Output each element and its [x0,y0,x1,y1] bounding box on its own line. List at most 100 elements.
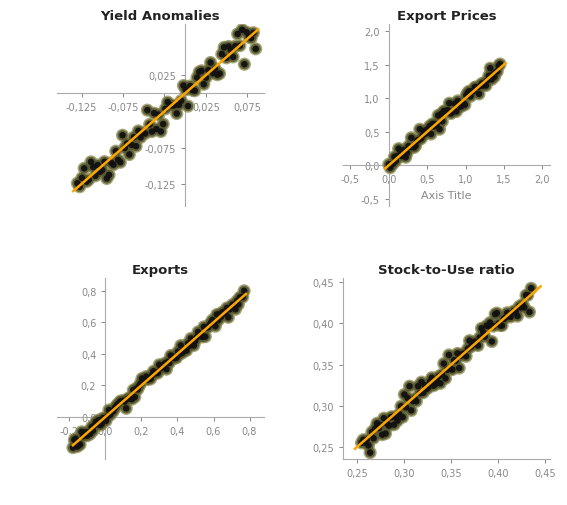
Point [150,370,159,378]
Point [517,304,526,312]
Point [225,306,234,314]
Point [152,126,161,134]
Point [486,65,495,73]
Point [424,126,433,134]
Point [172,110,181,118]
Point [90,421,99,429]
Point [404,143,413,151]
Point [428,121,437,129]
Point [472,84,481,92]
Point [448,366,457,374]
Point [113,400,122,409]
Point [240,61,249,69]
Point [145,121,154,129]
Point [224,43,233,52]
Point [136,134,145,142]
Point [235,42,244,50]
Point [82,178,91,186]
Point [96,421,105,429]
Point [138,129,147,137]
Point [129,386,138,394]
Point [104,406,113,414]
Point [496,322,505,330]
Point [194,69,204,77]
Point [201,74,210,82]
Point [98,167,107,175]
Point [470,84,479,92]
Point [219,44,229,53]
Point [74,441,83,449]
Point [200,323,209,331]
Point [437,111,446,119]
Point [177,349,187,357]
Point [235,42,244,50]
Point [508,309,517,317]
Point [458,103,467,111]
Point [424,383,433,391]
Point [184,340,193,348]
Point [403,394,412,402]
Point [397,153,406,161]
Point [390,421,399,429]
Point [401,154,411,162]
Point [107,408,116,416]
Point [184,103,193,111]
Point [525,309,534,317]
Point [156,128,166,136]
Point [467,343,476,351]
Point [125,151,134,159]
Point [460,350,469,358]
Point [141,130,150,138]
Point [177,349,187,357]
Point [388,161,397,169]
Point [91,172,100,180]
Point [70,436,79,444]
Point [146,375,155,383]
Point [174,348,183,356]
Point [79,165,88,173]
Point [432,122,441,130]
Point [156,365,165,373]
Point [486,65,495,73]
Point [221,310,230,318]
Point [473,342,483,350]
Point [453,97,462,106]
Point [473,84,482,92]
Point [479,329,488,337]
Point [386,414,395,422]
Point [153,369,162,377]
Point [238,27,247,35]
Point [191,337,200,345]
Point [361,439,370,447]
Point [189,342,198,350]
Point [221,310,230,318]
Point [171,355,180,363]
Point [192,74,201,82]
Point [482,322,491,330]
Point [134,382,143,390]
Point [139,376,148,384]
Point [456,104,465,112]
Point [116,159,125,167]
Point [111,148,120,156]
Point [381,430,390,438]
Point [75,183,84,191]
Point [175,102,184,110]
Point [69,444,78,452]
Point [489,71,498,79]
Point [395,410,404,418]
Point [70,436,79,444]
Point [75,183,84,191]
Point [408,397,417,406]
Point [473,342,483,350]
Point [421,130,430,138]
Point [464,88,473,96]
Point [197,68,206,76]
Point [187,335,196,343]
Point [490,311,500,319]
Point [147,371,156,379]
Point [403,149,412,158]
Point [437,111,446,119]
Point [137,375,146,383]
Point [384,161,393,169]
